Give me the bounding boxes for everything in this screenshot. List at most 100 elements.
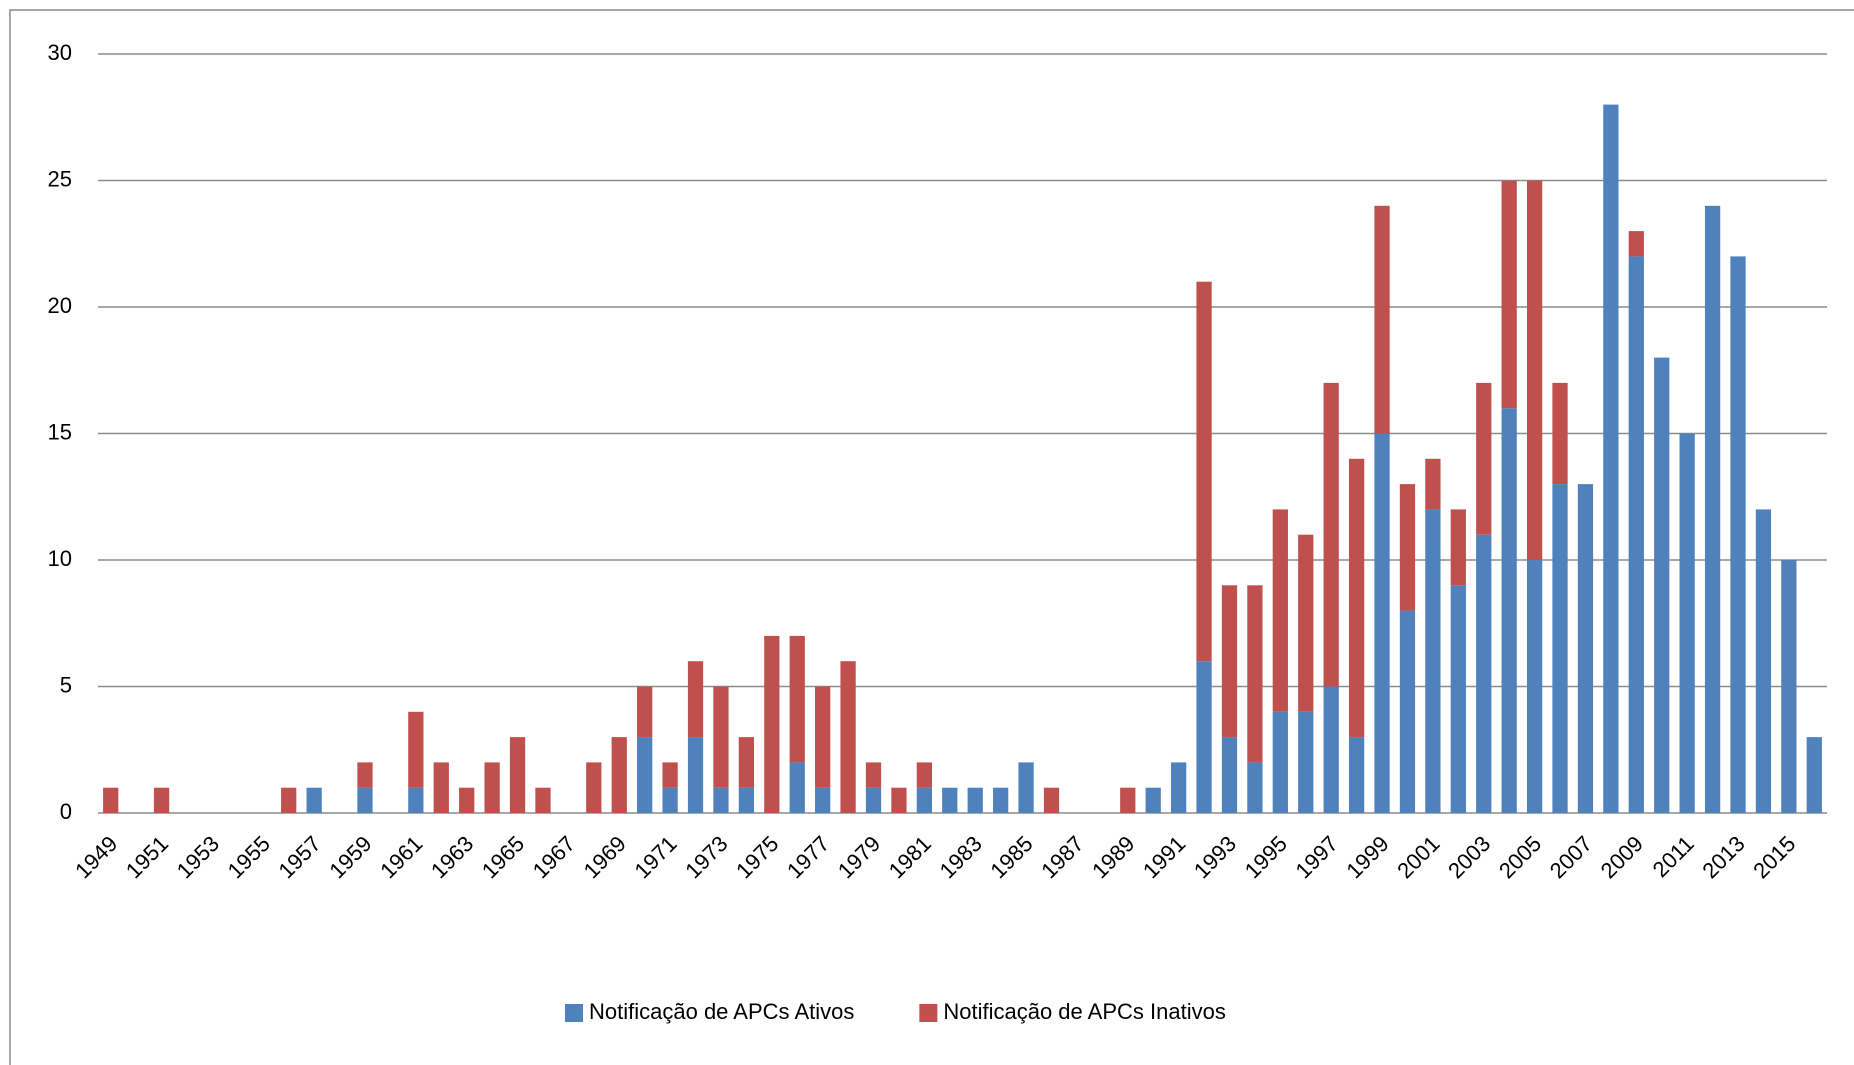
x-tick-label: 1963 (426, 831, 478, 883)
x-tick-label: 1991 (1138, 831, 1190, 883)
bar (637, 686, 653, 738)
bar (433, 762, 449, 813)
bar (1272, 711, 1288, 813)
bar (764, 635, 780, 813)
x-tick-label: 1971 (629, 831, 681, 883)
bar (1806, 737, 1822, 813)
x-tick-label: 1955 (223, 831, 275, 883)
bar (637, 737, 653, 813)
x-tick-label: 1977 (782, 831, 834, 883)
x-tick-label: 1975 (731, 831, 783, 883)
legend-label: Notificação de APCs Ativos (589, 999, 854, 1024)
y-tick-label: 20 (48, 293, 72, 318)
x-tick-label: 1965 (477, 831, 529, 883)
x-tick-label: 1995 (1240, 831, 1292, 883)
bar (993, 787, 1009, 813)
legend-label: Notificação de APCs Inativos (943, 999, 1225, 1024)
x-tick-label: 1985 (985, 831, 1037, 883)
x-tick-label: 1989 (1087, 831, 1139, 883)
bar (1018, 762, 1034, 813)
x-tick-label: 1983 (935, 831, 987, 883)
x-tick-label: 1953 (172, 831, 224, 883)
bar (891, 787, 907, 813)
bar (1526, 560, 1543, 813)
bar (789, 635, 805, 763)
bar (586, 762, 602, 813)
bar (713, 787, 729, 813)
x-tick-label: 1949 (70, 831, 122, 883)
bar (1501, 408, 1517, 813)
y-tick-label: 0 (60, 799, 72, 824)
bar (1196, 281, 1212, 662)
x-tick-label: 2015 (1748, 831, 1800, 883)
y-tick-label: 25 (48, 166, 72, 191)
bar (1399, 484, 1416, 611)
bar (662, 787, 678, 813)
bar (1552, 382, 1568, 485)
bar (1323, 382, 1339, 687)
bar (1450, 585, 1466, 813)
bar (815, 686, 831, 788)
bar (1730, 256, 1746, 813)
x-tick-label: 1997 (1291, 831, 1343, 883)
bar (1628, 256, 1644, 813)
bar (1679, 433, 1695, 813)
legend-swatch (919, 1004, 938, 1022)
bar (1755, 509, 1772, 813)
bar (103, 787, 119, 813)
bar (1476, 534, 1492, 813)
x-tick-label: 1981 (884, 831, 936, 883)
bar (1781, 560, 1797, 813)
x-tick-label: 1969 (579, 831, 631, 883)
bar (1145, 787, 1161, 813)
bar (1374, 205, 1390, 434)
bar (1196, 661, 1212, 813)
bar (1348, 737, 1365, 813)
bar (459, 787, 475, 813)
x-tick-label: 2007 (1545, 831, 1597, 883)
bar (687, 661, 704, 738)
y-tick-label: 30 (48, 40, 72, 65)
bar (1348, 458, 1365, 738)
x-tick-label: 1961 (375, 831, 427, 883)
bar (408, 711, 424, 788)
bar (484, 762, 500, 813)
chart-border (9, 9, 1854, 1065)
x-tick-label: 2013 (1697, 831, 1749, 883)
bar (1552, 484, 1568, 813)
bar (1628, 231, 1644, 257)
bar (1323, 686, 1339, 813)
x-tick-label: 1957 (273, 831, 325, 883)
bar (1526, 180, 1543, 560)
bar (357, 762, 373, 788)
bar (1298, 534, 1314, 712)
bar (1425, 458, 1441, 510)
x-tick-label: 1999 (1341, 831, 1393, 883)
bar (1577, 484, 1594, 813)
bar (281, 787, 297, 813)
bar (1450, 509, 1466, 586)
bar (1654, 357, 1670, 813)
x-tick-label: 1967 (528, 831, 580, 883)
x-tick-label: 2001 (1392, 831, 1444, 883)
bar (738, 737, 755, 788)
bar (865, 787, 882, 813)
bar (865, 762, 882, 788)
x-tick-label: 2011 (1648, 831, 1699, 882)
bar (942, 787, 958, 813)
bar (662, 762, 678, 788)
bar (1120, 787, 1136, 813)
bar (1043, 787, 1060, 813)
bar (1399, 610, 1416, 813)
bar (1298, 711, 1314, 813)
x-tick-label: 1993 (1189, 831, 1241, 883)
bar (789, 762, 805, 813)
bar (1501, 180, 1517, 409)
x-tick-label: 1979 (833, 831, 885, 883)
x-tick-label: 1951 (121, 831, 173, 883)
bar (357, 787, 373, 813)
bar (1247, 762, 1263, 813)
bar (1374, 433, 1390, 813)
bar (1221, 585, 1238, 738)
